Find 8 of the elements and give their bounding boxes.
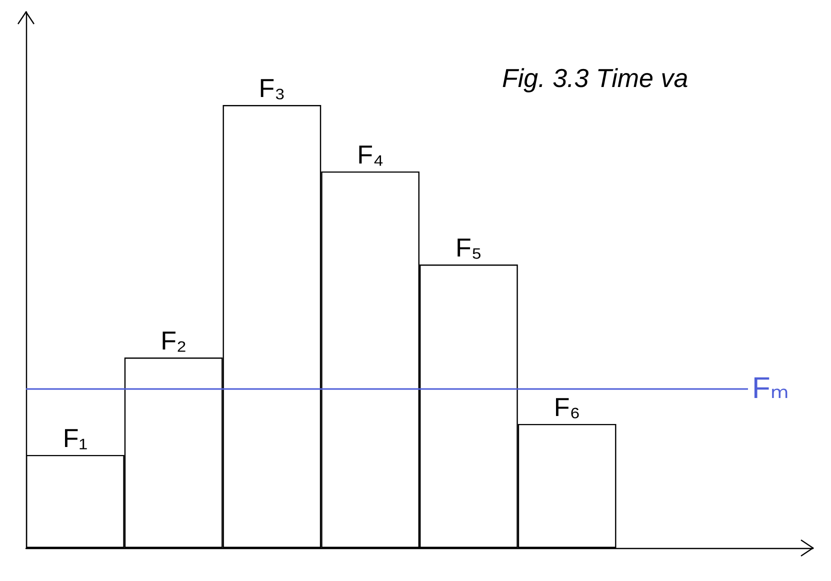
x-tick-label: F₅ xyxy=(456,232,482,262)
x-tick-label: F₁ xyxy=(62,422,88,453)
chart-title: Fig. 3.3 Time va xyxy=(502,63,688,93)
x-tick-label: F₂ xyxy=(160,326,187,356)
x-tick-label: F₃ xyxy=(258,73,286,104)
x-tick-label: F₆ xyxy=(554,392,580,422)
x-tick-label: F₄ xyxy=(357,139,384,170)
ref-line-label: Fₘ xyxy=(752,372,790,406)
